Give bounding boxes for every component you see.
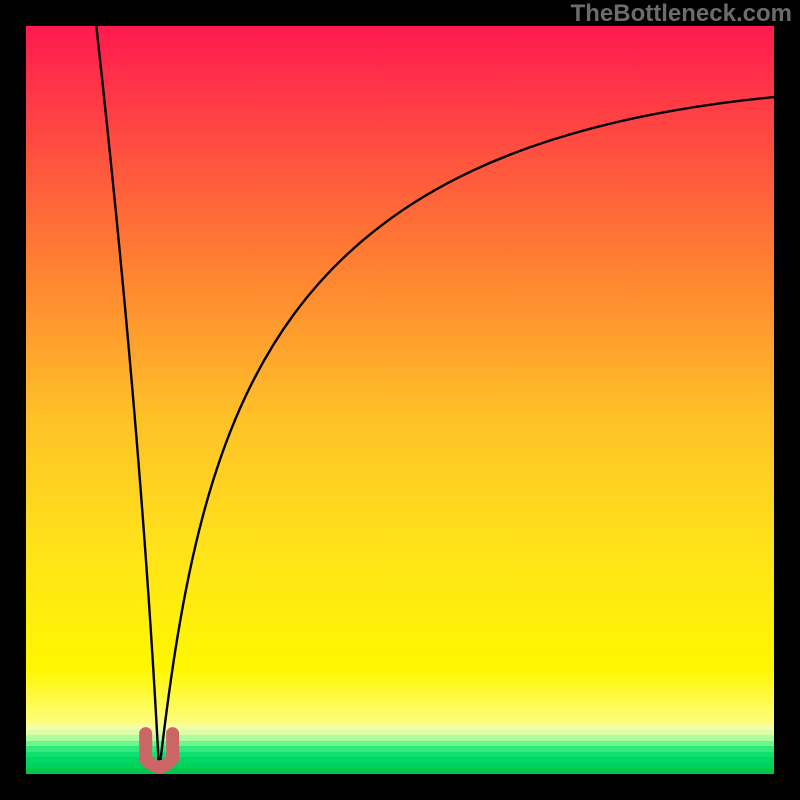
chart-frame — [0, 774, 800, 800]
chart-plot-area — [26, 26, 774, 774]
chart-frame — [0, 0, 26, 800]
bottleneck-curve-left — [96, 26, 159, 772]
bottleneck-curve-right — [159, 97, 774, 772]
watermark-label: TheBottleneck.com — [571, 0, 792, 28]
chart-frame — [774, 0, 800, 800]
chart-svg — [26, 26, 774, 774]
